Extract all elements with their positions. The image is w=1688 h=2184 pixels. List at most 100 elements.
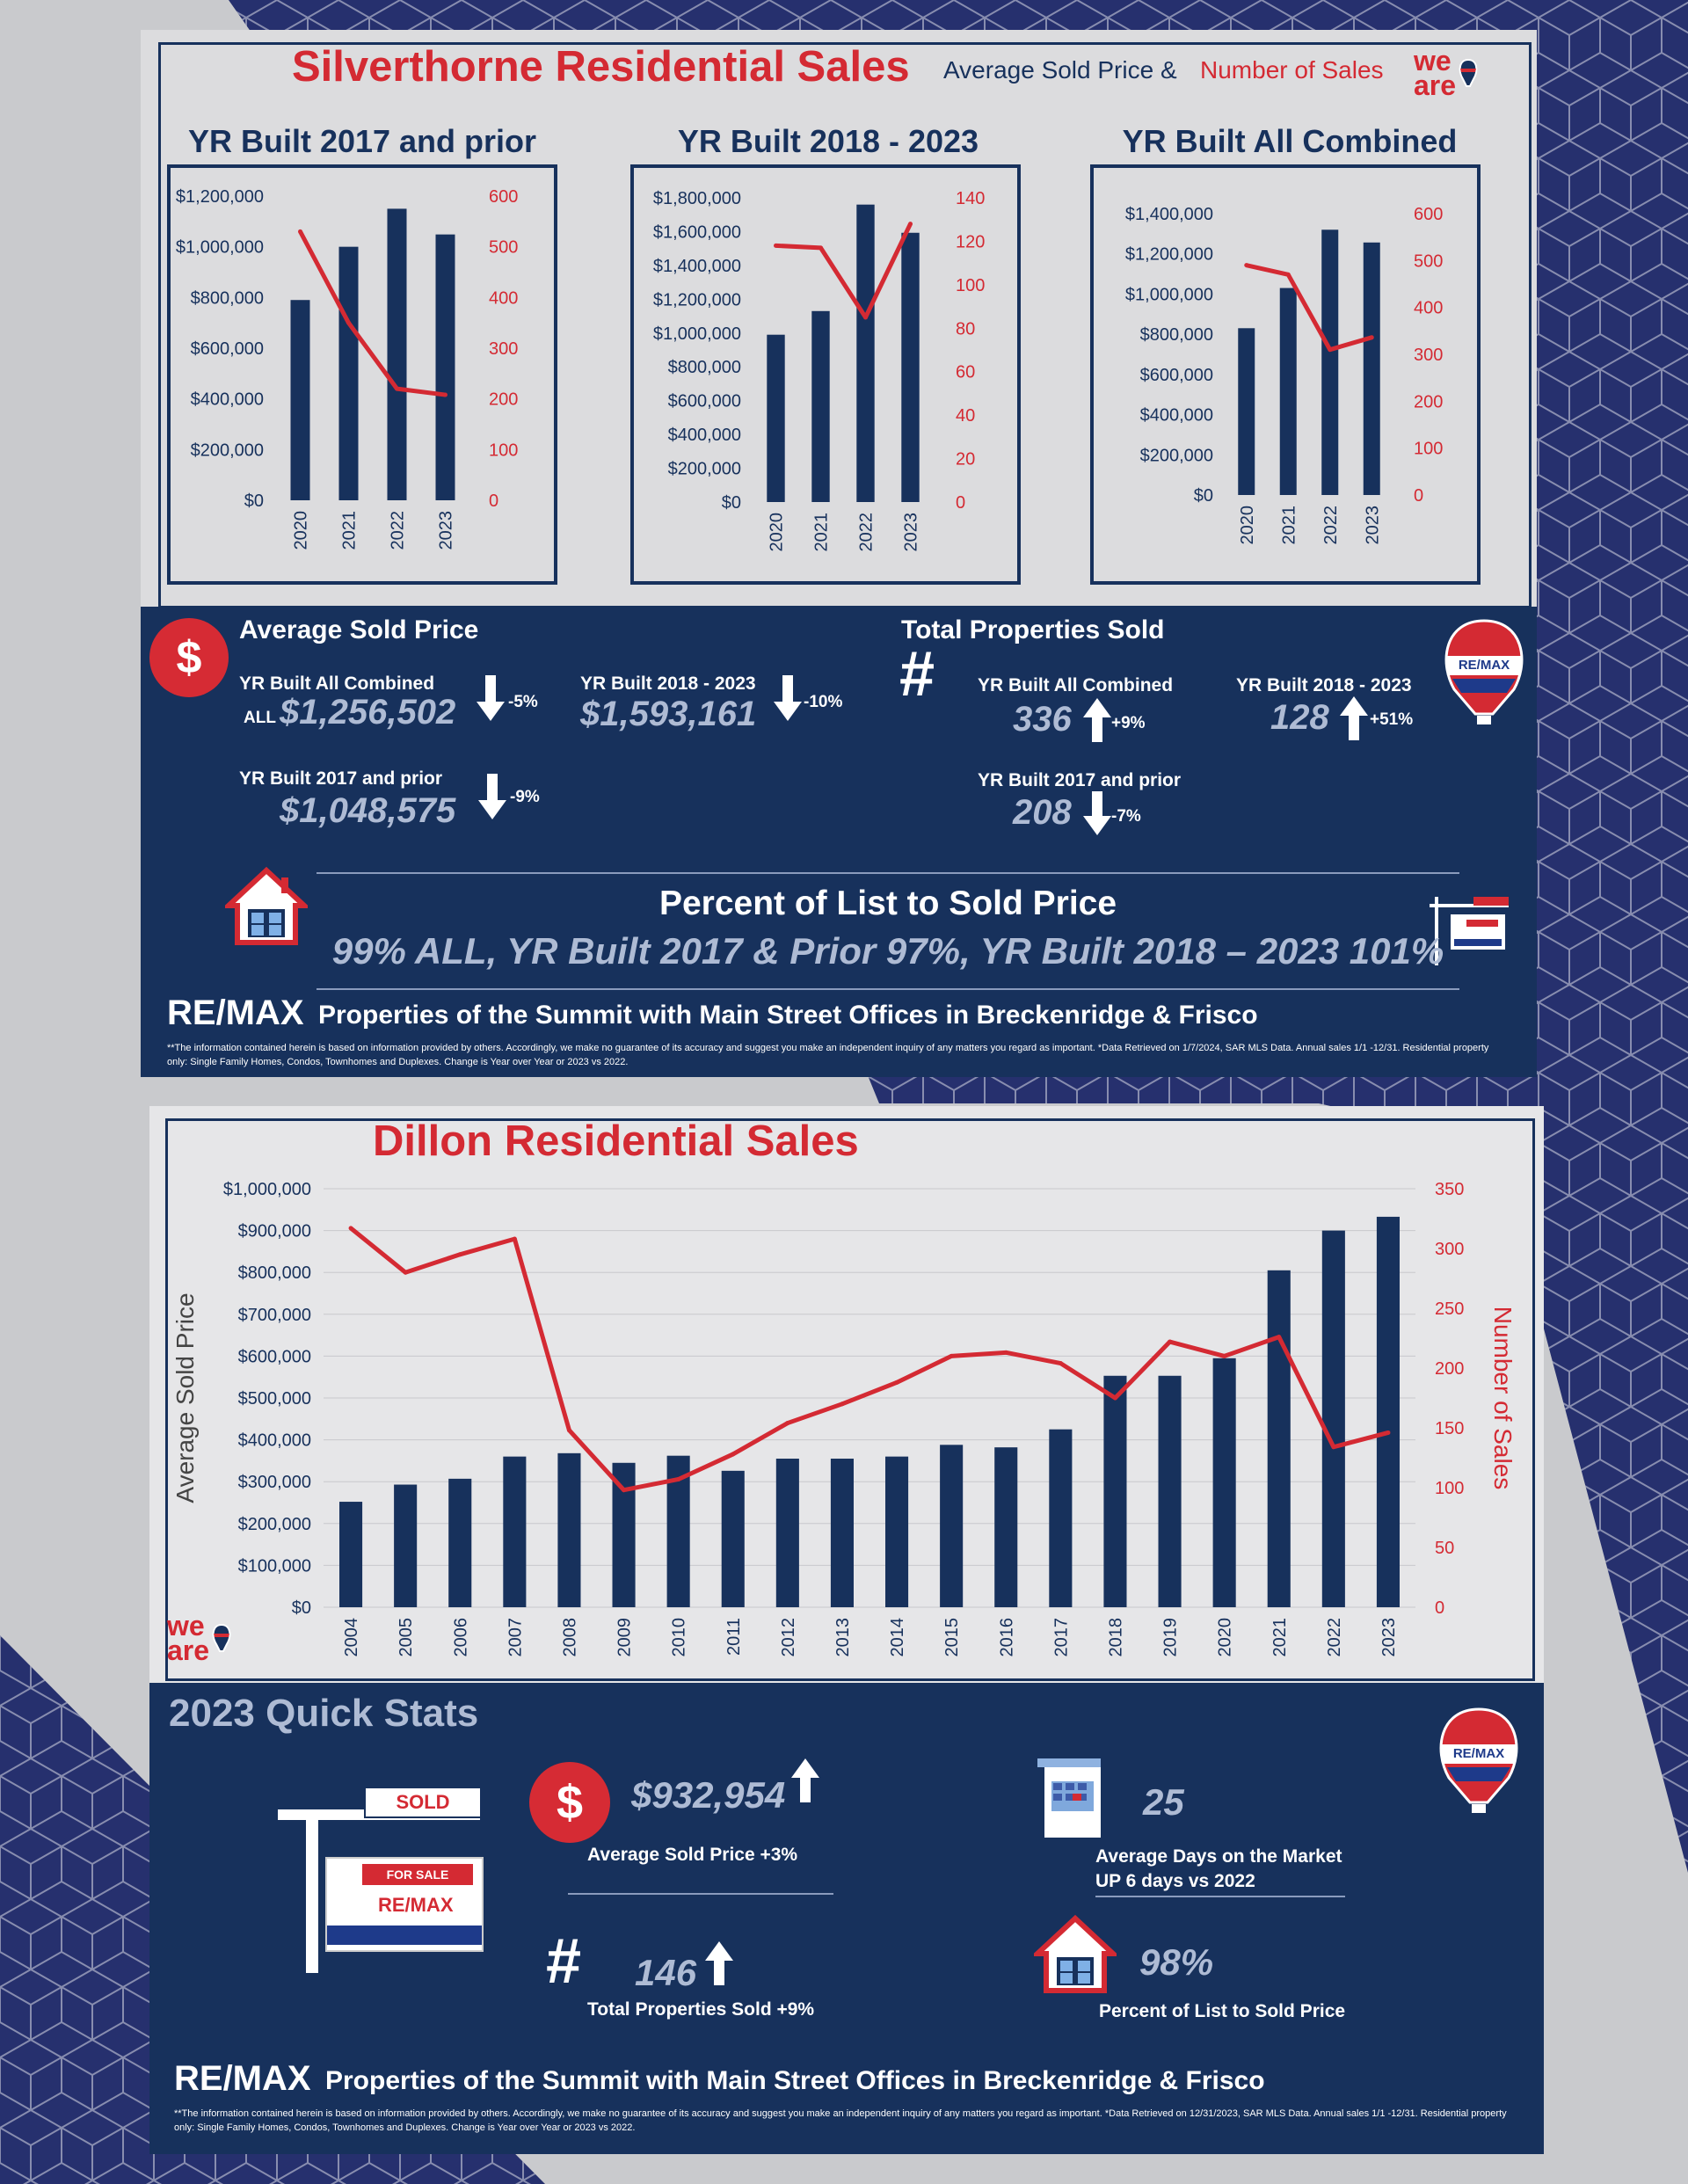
y-tick-label: $600,000 (191, 339, 264, 359)
sales-point-2021 (819, 245, 823, 251)
dillon-dom-label-1: Average Days on the Market (1095, 1846, 1342, 1867)
sales-point-2020 (1222, 1353, 1227, 1358)
bar-2023 (901, 232, 920, 502)
arrow-down-icon (478, 774, 506, 819)
x-tick-label: 2020 (1216, 1618, 1235, 1657)
y2-tick-label: 500 (1414, 251, 1443, 271)
x-tick-label: 2022 (1321, 506, 1341, 545)
y-tick-label: $0 (244, 491, 264, 511)
y-tick-label: $600,000 (238, 1347, 311, 1366)
sales-point-2005 (403, 1270, 408, 1275)
avg-all-prefix: ALL (244, 709, 276, 727)
sales-point-2016 (1003, 1350, 1008, 1355)
y-tick-label: $0 (1194, 486, 1213, 506)
x-tick-label: 2021 (340, 511, 360, 550)
house-icon (225, 866, 308, 945)
x-tick-label: 2018 (1106, 1618, 1125, 1657)
arrow-down-icon (477, 675, 505, 721)
x-tick-label: 2009 (615, 1618, 635, 1657)
avg-old-label: YR Built 2017 and prior (239, 768, 443, 789)
x-tick-label: 2023 (1379, 1618, 1399, 1657)
sales-point-2022 (863, 315, 868, 320)
avg-all-label: YR Built All Combined (239, 673, 435, 694)
dollar-sign-icon: $ (529, 1762, 610, 1843)
chart-frame-old (167, 164, 557, 585)
sales-point-2023 (1369, 335, 1374, 340)
avg-all-value: $1,256,502 (280, 693, 456, 732)
avg-new-change: -10% (804, 693, 843, 711)
bar-2007 (503, 1456, 527, 1607)
bar-2021 (1279, 288, 1297, 495)
bar-2020 (1212, 1358, 1236, 1607)
footer-brand: RE/MAX (174, 2059, 311, 2098)
y2-tick-label: 40 (956, 406, 975, 426)
sales-line (775, 222, 913, 320)
bar-2011 (721, 1470, 745, 1607)
x-tick-label: 2007 (506, 1618, 525, 1657)
sold-sign-icon (1430, 897, 1509, 965)
sales-point-2011 (731, 1452, 736, 1457)
sales-point-2017 (1058, 1361, 1063, 1366)
y2-tick-label: 0 (1435, 1598, 1444, 1618)
chart-dillon: $1,000,000 $900,000 $800,000 $700,000 $600,0… (171, 1180, 1517, 1657)
divider (1095, 1896, 1345, 1897)
sales-point-2022 (1328, 347, 1333, 353)
sales-point-2023 (908, 222, 913, 227)
y-tick-label: $0 (292, 1598, 311, 1618)
y2-tick-label: 100 (1435, 1479, 1464, 1498)
bar-2004 (339, 1502, 363, 1607)
y-tick-label: $0 (722, 493, 741, 513)
divider (568, 1893, 833, 1895)
y2-tick-label: 50 (1435, 1539, 1454, 1558)
y-tick-label: $300,000 (238, 1473, 311, 1492)
y2-tick-label: 200 (1435, 1359, 1464, 1379)
bar-2020 (1238, 328, 1255, 495)
dillon-pct-value: 98% (1139, 1941, 1214, 1983)
y-tick-label: $1,000,000 (1125, 285, 1213, 304)
sales-line (1246, 263, 1372, 353)
y-tick-label: $600,000 (1140, 366, 1213, 385)
y-tick-label: $900,000 (238, 1222, 311, 1241)
y-tick-label: $1,400,000 (653, 257, 741, 276)
bar-2018 (1103, 1375, 1127, 1607)
total-all-change: +9% (1111, 714, 1146, 732)
x-tick-label: 2010 (670, 1618, 689, 1657)
y-tick-label: $1,200,000 (653, 290, 741, 309)
dillon-total-value: 146 (635, 1952, 697, 1993)
sales-point-2019 (1168, 1339, 1173, 1344)
arrow-up-icon (791, 1758, 819, 1802)
sold-label: SOLD (364, 1787, 482, 1818)
bar-2023 (1363, 242, 1380, 495)
sales-point-2022 (1331, 1445, 1336, 1450)
balloon-text: RE/MAX (1452, 1746, 1505, 1761)
quick-stats-title: 2023 Quick Stats (169, 1692, 479, 1735)
x-tick-label: 2021 (1270, 1618, 1290, 1657)
sales-point-2021 (346, 320, 351, 325)
footer-brand: RE/MAX (167, 994, 304, 1032)
sales-line (298, 230, 446, 397)
sales-point-2023 (1386, 1430, 1391, 1435)
bar-2013 (830, 1459, 854, 1607)
y2-tick-label: 600 (489, 187, 518, 207)
sales-point-2010 (676, 1476, 681, 1481)
x-tick-label: 2021 (812, 513, 832, 552)
bar-2014 (885, 1456, 909, 1607)
balloon-text: RE/MAX (1458, 658, 1510, 673)
y2-tick-label: 300 (1414, 346, 1443, 365)
avg-new-value: $1,593,161 (580, 695, 757, 733)
x-tick-label: 2020 (1238, 506, 1257, 545)
bar-2023 (435, 234, 455, 500)
hash-icon: # (899, 639, 935, 710)
avg-new-label: YR Built 2018 - 2023 (580, 673, 756, 694)
x-tick-label: 2022 (857, 513, 877, 552)
y-tick-label: $800,000 (238, 1263, 311, 1283)
sales-point-2021 (1277, 1335, 1282, 1340)
y-tick-label: $700,000 (238, 1306, 311, 1325)
dillon-dom-label-2: UP 6 days vs 2022 (1095, 1871, 1255, 1891)
silverthorne-stats-panel (141, 607, 1537, 1077)
total-all-value: 336 (1013, 700, 1072, 739)
x-tick-label: 2016 (997, 1618, 1016, 1657)
dillon-title: Dillon Residential Sales (373, 1117, 859, 1165)
y2-tick-label: 150 (1435, 1419, 1464, 1438)
balloon-icon (212, 1623, 231, 1652)
